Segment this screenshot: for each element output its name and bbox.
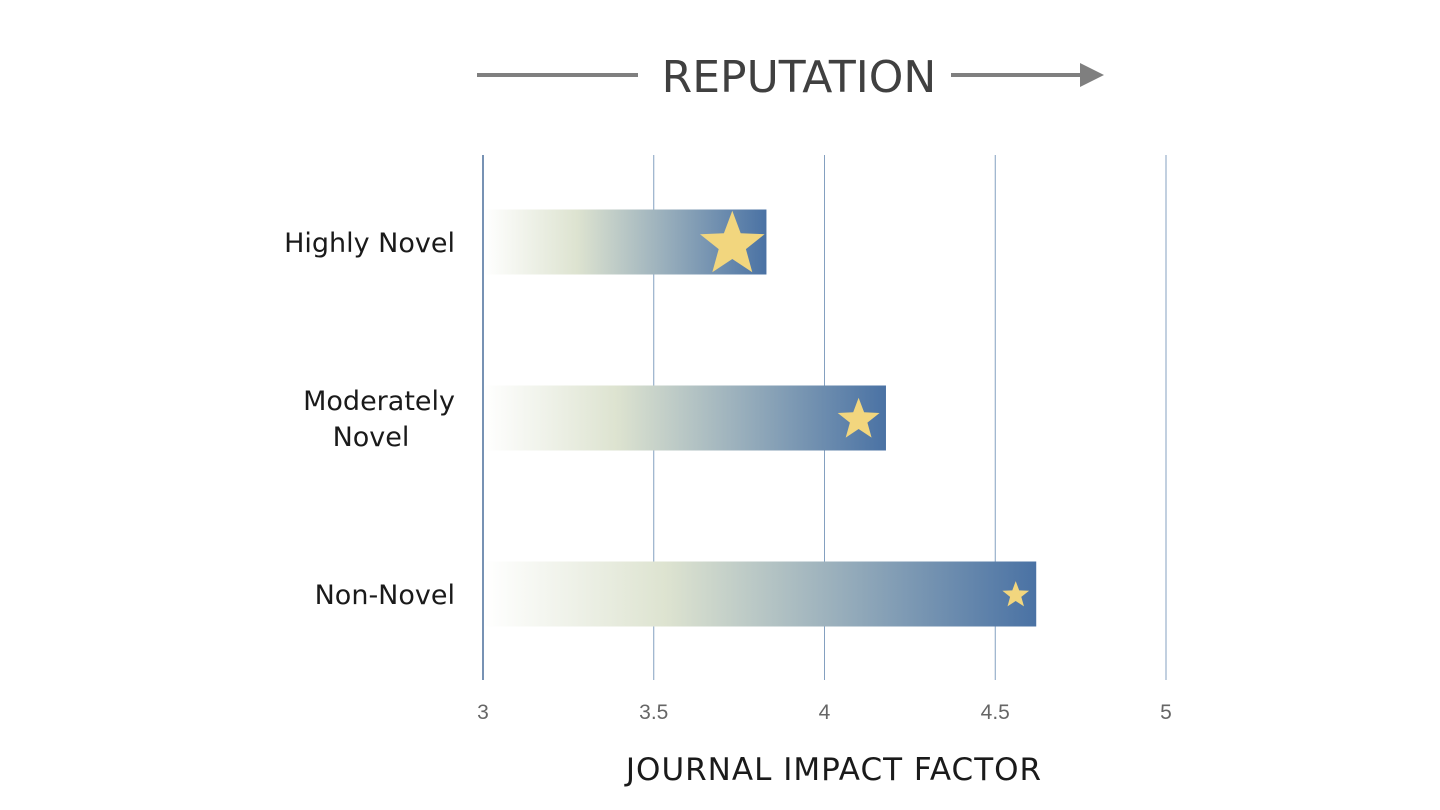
bar: [484, 385, 886, 451]
x-tick-label: 4.5: [981, 701, 1010, 724]
bar: [484, 561, 1037, 627]
x-tick-label: 4: [819, 701, 831, 724]
star-marker: [1002, 581, 1030, 607]
star-marker: [837, 397, 880, 438]
banner-arrowhead: [1080, 63, 1104, 87]
stars: [700, 210, 1030, 607]
category-label: Moderately Novel: [303, 386, 455, 453]
x-tick-label: 3.5: [639, 701, 668, 724]
category-label: Non-Novel: [315, 580, 455, 611]
tick-labels: 3 3.5 4 4.5 5: [477, 701, 1172, 724]
category-labels: Highly Novel Moderately Novel Non-Novel: [284, 228, 455, 611]
star-marker: [700, 210, 765, 273]
bars: [484, 209, 1037, 627]
banner-title: REPUTATION: [662, 52, 937, 103]
x-tick-label: 5: [1160, 701, 1172, 724]
x-axis-title: JOURNAL IMPACT FACTOR: [624, 752, 1042, 788]
reputation-banner: REPUTATION: [477, 52, 1104, 103]
x-tick-label: 3: [477, 701, 489, 724]
category-label: Highly Novel: [284, 228, 455, 259]
